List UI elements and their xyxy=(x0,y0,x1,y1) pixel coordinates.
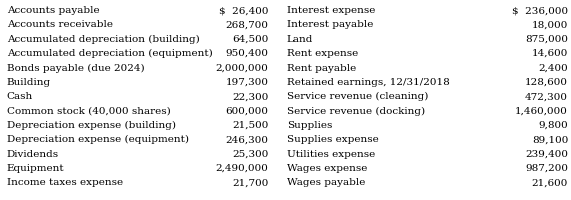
Text: Depreciation expense (equipment): Depreciation expense (equipment) xyxy=(7,135,189,144)
Text: 600,000: 600,000 xyxy=(226,106,268,115)
Text: 14,600: 14,600 xyxy=(532,49,568,58)
Text: Rent expense: Rent expense xyxy=(287,49,358,58)
Text: 2,400: 2,400 xyxy=(538,63,568,72)
Text: 875,000: 875,000 xyxy=(525,35,568,44)
Text: 128,600: 128,600 xyxy=(525,77,568,86)
Text: Equipment: Equipment xyxy=(7,163,65,172)
Text: Wages expense: Wages expense xyxy=(287,163,367,172)
Text: Accumulated depreciation (equipment): Accumulated depreciation (equipment) xyxy=(7,49,212,58)
Text: 246,300: 246,300 xyxy=(226,135,268,144)
Text: Retained earnings, 12/31/2018: Retained earnings, 12/31/2018 xyxy=(287,77,449,86)
Text: Depreciation expense (building): Depreciation expense (building) xyxy=(7,120,176,129)
Text: Common stock (40,000 shares): Common stock (40,000 shares) xyxy=(7,106,171,115)
Text: 18,000: 18,000 xyxy=(532,20,568,29)
Text: Utilities expense: Utilities expense xyxy=(287,149,375,158)
Text: 987,200: 987,200 xyxy=(525,163,568,172)
Text: 9,800: 9,800 xyxy=(538,120,568,129)
Text: $  26,400: $ 26,400 xyxy=(219,6,268,15)
Text: Income taxes expense: Income taxes expense xyxy=(7,178,123,187)
Text: Accounts payable: Accounts payable xyxy=(7,6,99,15)
Text: 268,700: 268,700 xyxy=(226,20,268,29)
Text: 1,460,000: 1,460,000 xyxy=(515,106,568,115)
Text: 2,490,000: 2,490,000 xyxy=(215,163,268,172)
Text: Interest payable: Interest payable xyxy=(287,20,373,29)
Text: 239,400: 239,400 xyxy=(525,149,568,158)
Text: Accumulated depreciation (building): Accumulated depreciation (building) xyxy=(7,35,200,44)
Text: Land: Land xyxy=(287,35,313,44)
Text: 89,100: 89,100 xyxy=(532,135,568,144)
Text: 22,300: 22,300 xyxy=(232,92,268,101)
Text: Dividends: Dividends xyxy=(7,149,59,158)
Text: 64,500: 64,500 xyxy=(232,35,268,44)
Text: Wages payable: Wages payable xyxy=(287,178,365,187)
Text: 950,400: 950,400 xyxy=(226,49,268,58)
Text: Building: Building xyxy=(7,77,51,86)
Text: 21,500: 21,500 xyxy=(232,120,268,129)
Text: 21,600: 21,600 xyxy=(532,178,568,187)
Text: 21,700: 21,700 xyxy=(232,178,268,187)
Text: Bonds payable (due 2024): Bonds payable (due 2024) xyxy=(7,63,144,72)
Text: Cash: Cash xyxy=(7,92,33,101)
Text: Service revenue (cleaning): Service revenue (cleaning) xyxy=(287,92,428,101)
Text: Supplies: Supplies xyxy=(287,120,332,129)
Text: 472,300: 472,300 xyxy=(525,92,568,101)
Text: Supplies expense: Supplies expense xyxy=(287,135,379,144)
Text: Rent payable: Rent payable xyxy=(287,63,356,72)
Text: 25,300: 25,300 xyxy=(232,149,268,158)
Text: 2,000,000: 2,000,000 xyxy=(215,63,268,72)
Text: Accounts receivable: Accounts receivable xyxy=(7,20,113,29)
Text: Service revenue (docking): Service revenue (docking) xyxy=(287,106,425,115)
Text: 197,300: 197,300 xyxy=(226,77,268,86)
Text: Interest expense: Interest expense xyxy=(287,6,375,15)
Text: $  236,000: $ 236,000 xyxy=(512,6,568,15)
